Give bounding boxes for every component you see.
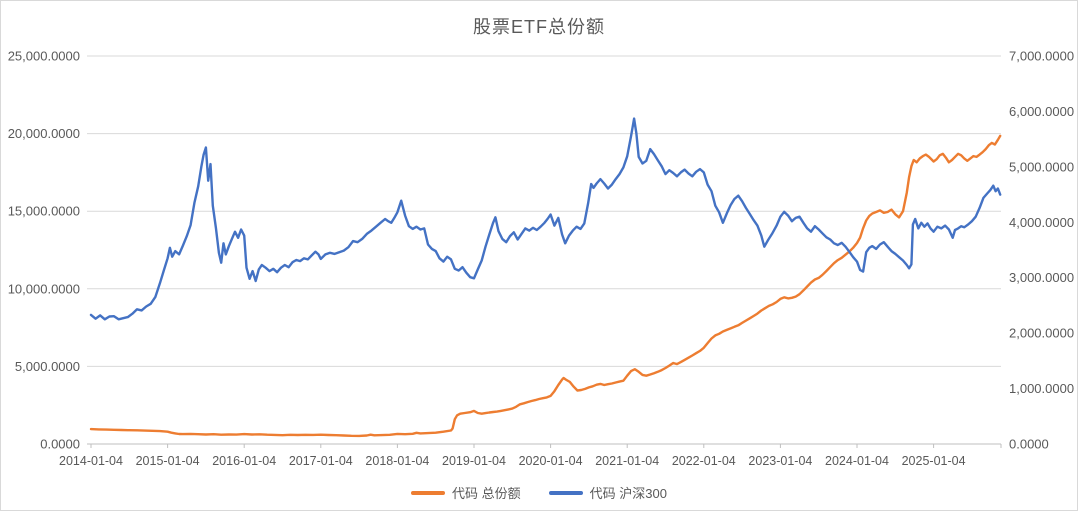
right-axis-tick-label: 5,000.0000 xyxy=(1009,159,1074,174)
x-axis-tick-label: 2015-01-04 xyxy=(136,454,200,468)
x-axis-tick-label: 2022-01-04 xyxy=(672,454,736,468)
x-axis-tick-label: 2025-01-04 xyxy=(902,454,966,468)
left-axis-tick-label: 5,000.0000 xyxy=(15,359,80,374)
legend-item-hs300[interactable]: 代码 沪深300 xyxy=(548,483,667,502)
right-axis-tick-label: 3,000.0000 xyxy=(1009,270,1074,285)
right-axis-tick-label: 2,000.0000 xyxy=(1009,326,1074,341)
left-axis-tick-label: 15,000.0000 xyxy=(8,204,80,219)
x-axis-tick-label: 2021-01-04 xyxy=(595,454,659,468)
right-axis-tick-label: 1,000.0000 xyxy=(1009,381,1074,396)
legend-label-hs300: 代码 沪深300 xyxy=(589,486,667,501)
left-axis-tick-label: 25,000.0000 xyxy=(8,49,80,64)
legend: 代码 总份额 代码 沪深300 xyxy=(1,483,1077,502)
x-axis-tick-label: 2023-01-04 xyxy=(748,454,812,468)
x-axis-tick-label: 2016-01-04 xyxy=(212,454,276,468)
right-axis-tick-label: 4,000.0000 xyxy=(1009,215,1074,230)
x-axis-tick-label: 2018-01-04 xyxy=(365,454,429,468)
x-axis-tick-label: 2019-01-04 xyxy=(442,454,506,468)
legend-label-total-shares: 代码 总份额 xyxy=(452,486,521,501)
legend-item-total-shares[interactable]: 代码 总份额 xyxy=(411,483,521,502)
x-axis-tick-label: 2024-01-04 xyxy=(825,454,889,468)
right-axis-tick-label: 0.0000 xyxy=(1009,437,1049,452)
legend-swatch-total-shares xyxy=(411,490,446,495)
right-axis-tick-label: 6,000.0000 xyxy=(1009,104,1074,119)
left-axis-tick-label: 20,000.0000 xyxy=(8,126,80,141)
x-axis-tick-label: 2017-01-04 xyxy=(289,454,353,468)
series-line-total-shares xyxy=(89,134,1002,438)
left-axis-tick-label: 10,000.0000 xyxy=(8,281,80,296)
left-axis-tick-label: 0.0000 xyxy=(40,437,80,452)
right-axis-tick-label: 7,000.0000 xyxy=(1009,49,1074,64)
series-line-hs300 xyxy=(89,117,1002,321)
legend-swatch-hs300 xyxy=(548,490,583,495)
x-axis-tick-label: 2014-01-04 xyxy=(59,454,123,468)
x-axis-tick-label: 2020-01-04 xyxy=(519,454,583,468)
chart-title: 股票ETF总份额 xyxy=(473,17,605,37)
